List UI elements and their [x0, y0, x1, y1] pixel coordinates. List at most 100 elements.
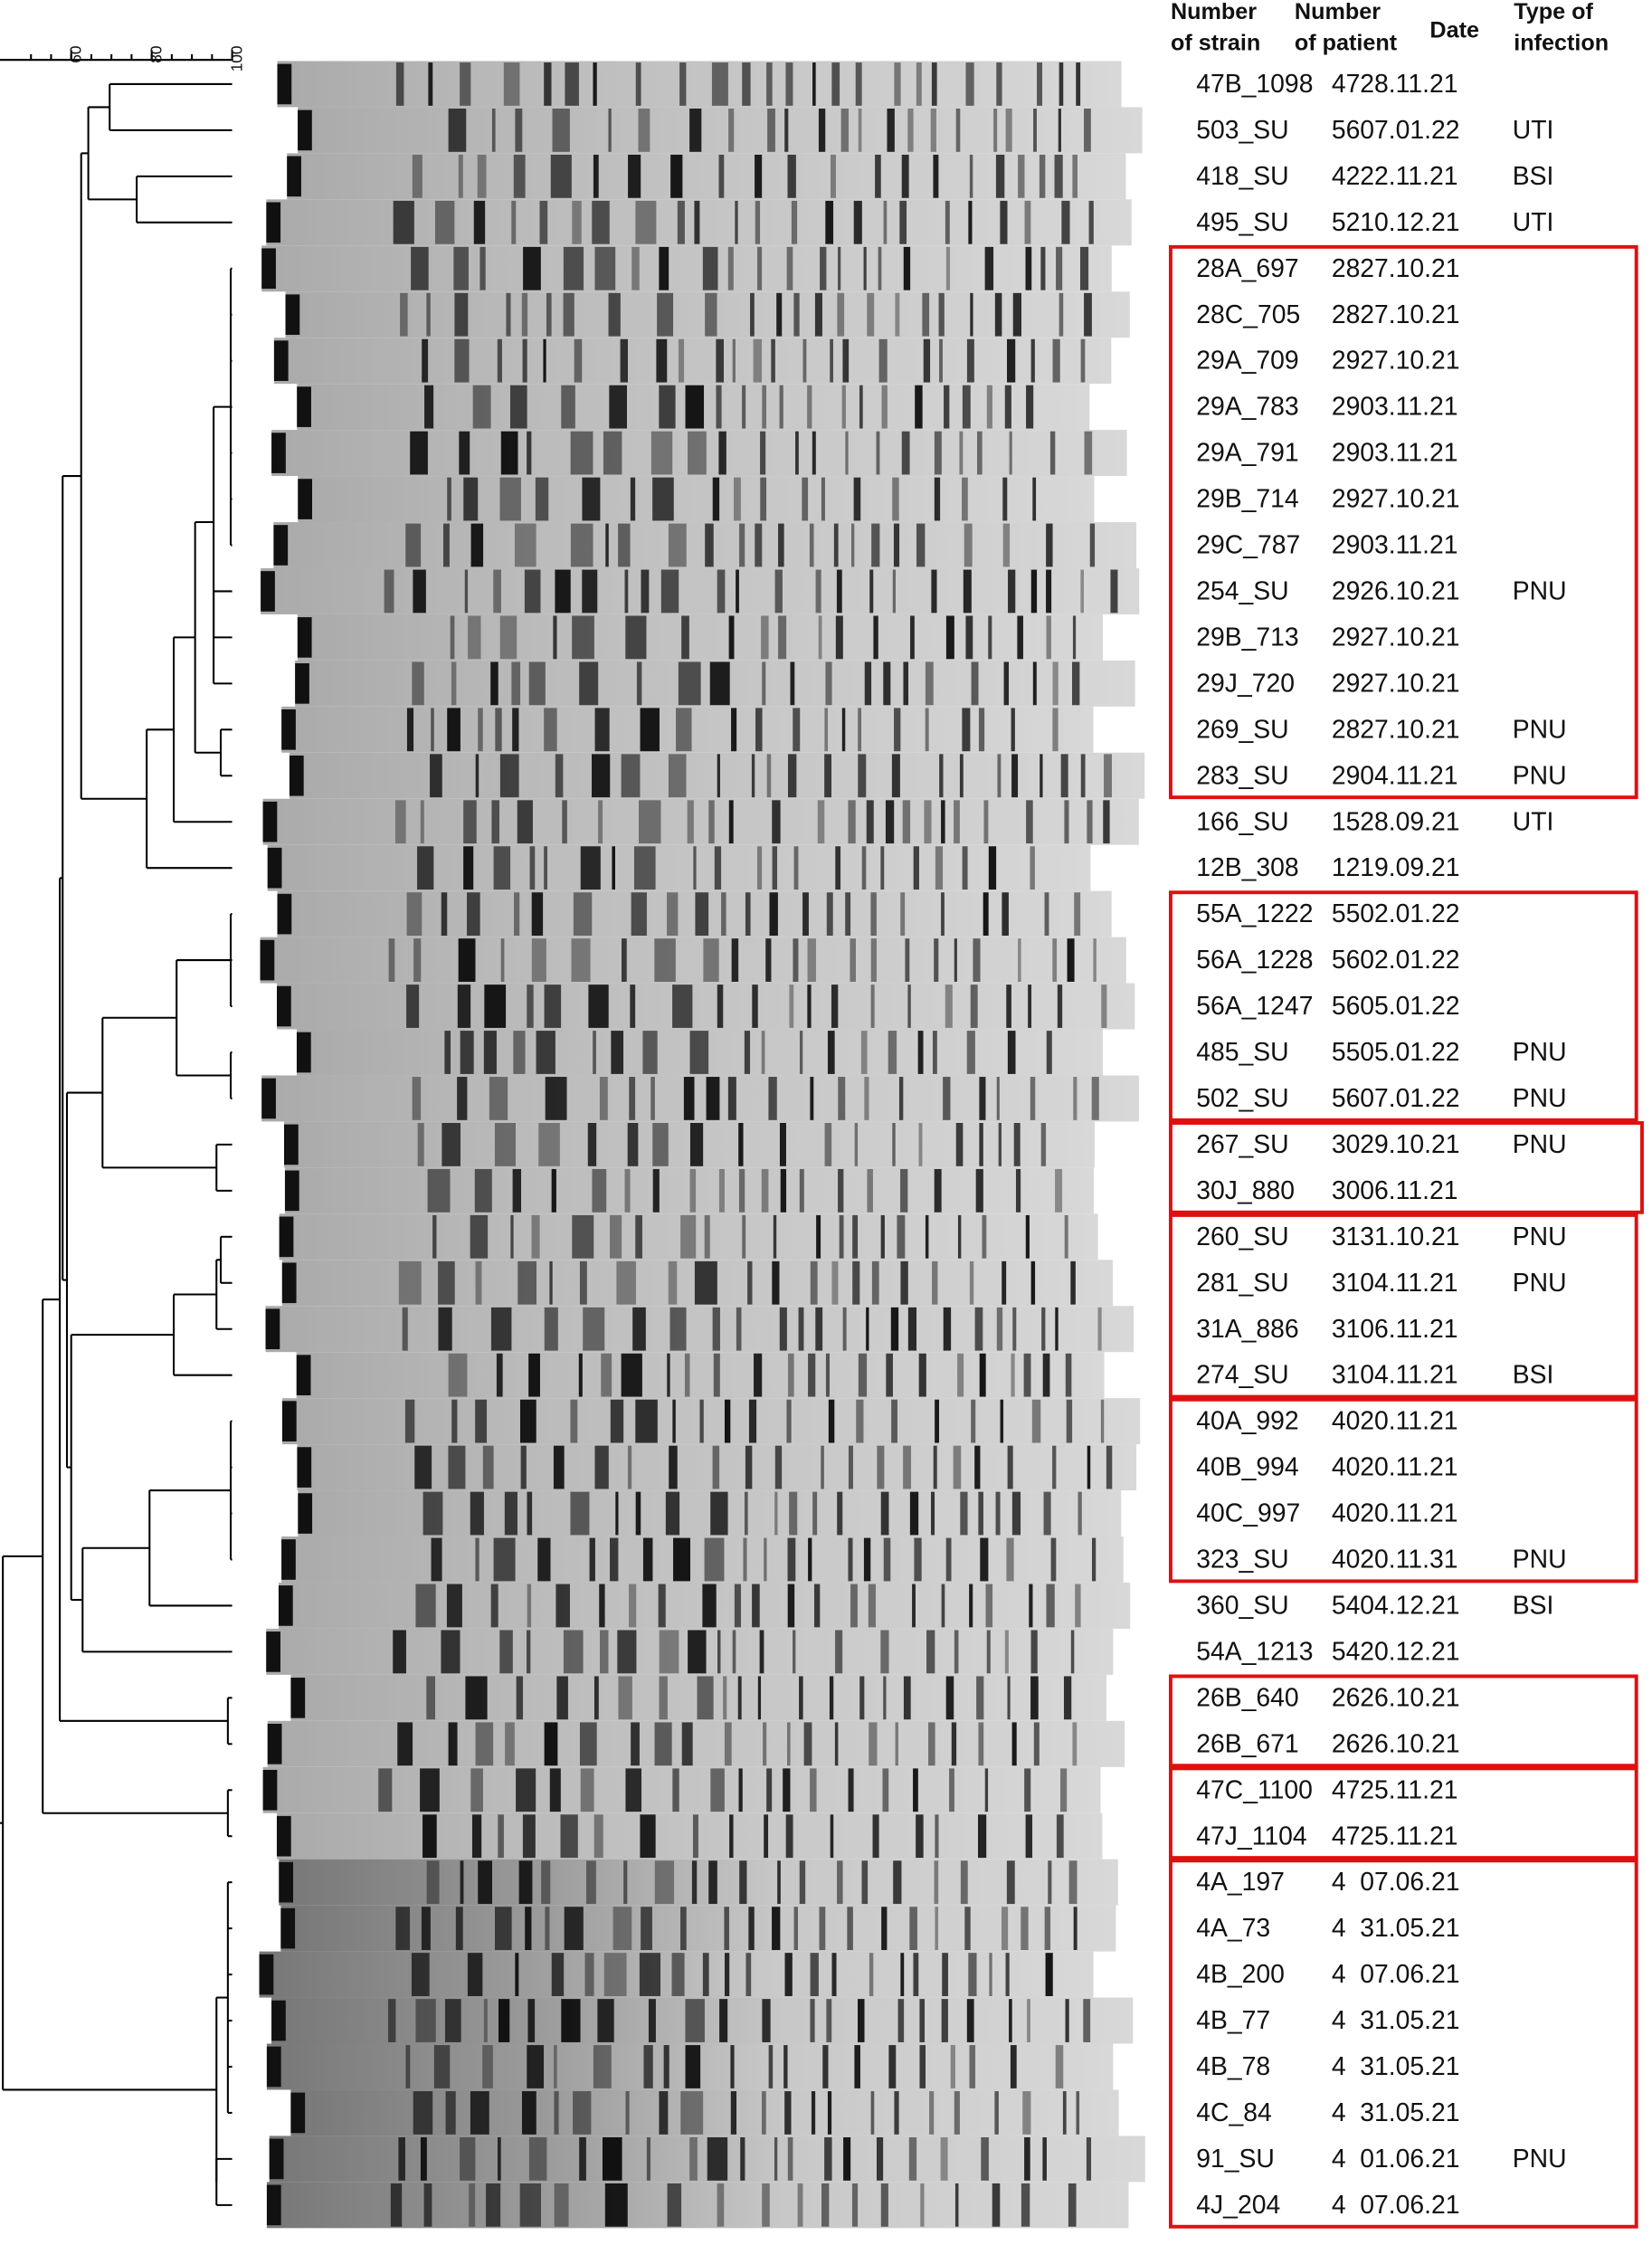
gel-band — [802, 338, 807, 383]
gel-lane — [262, 798, 1139, 845]
gel-band — [477, 154, 487, 198]
scale-tick-label: 100 — [227, 45, 245, 71]
gel-band — [378, 1768, 393, 1812]
gel-band — [985, 1584, 993, 1628]
gel-band — [608, 292, 621, 337]
gel-band — [784, 1953, 793, 1996]
strain-table: Number of strain Number of patient Date Type … — [67, 0, 1609, 2220]
gel-band — [1083, 1999, 1091, 2042]
gel-band — [475, 754, 479, 798]
table-cell: 269_SU — [1196, 715, 1288, 744]
column-header: Number — [1295, 0, 1381, 24]
gel-band — [1000, 200, 1008, 244]
gel-band — [837, 1491, 843, 1536]
gel-band — [916, 523, 926, 567]
table-cell: PNU — [1513, 1222, 1567, 1251]
gel-band — [837, 1860, 843, 1905]
gel-band — [954, 2183, 959, 2227]
gel-band — [1030, 569, 1038, 614]
gel-band — [969, 2045, 976, 2088]
gel-band — [514, 523, 536, 567]
lane-well — [281, 1539, 296, 1580]
table-cell: 91_SU — [1196, 2145, 1275, 2174]
table-cell: 4 — [1332, 2098, 1346, 2127]
gel-band — [629, 1077, 636, 1120]
gel-band — [680, 1907, 687, 1951]
gel-band — [949, 1768, 954, 1812]
table-cell: BSI — [1513, 1361, 1554, 1390]
table-cell: 05.01.22 — [1360, 992, 1459, 1021]
lane-well — [262, 801, 278, 842]
gel-band — [860, 1031, 868, 1074]
gel-band — [1087, 1445, 1091, 1489]
gel-band — [838, 1168, 844, 1213]
gel-band — [468, 615, 481, 660]
gel-band — [853, 200, 862, 244]
gel-band — [411, 1953, 430, 1996]
gel-band — [454, 292, 469, 337]
table-cell: 166_SU — [1196, 807, 1288, 836]
gel-band — [413, 2091, 433, 2135]
gel-band — [959, 431, 964, 475]
table-cell: 29 — [1332, 531, 1361, 560]
gel-band — [978, 1722, 984, 1766]
gel-band — [1063, 1676, 1072, 1720]
gel-band — [659, 246, 669, 290]
gel-band — [423, 2183, 432, 2227]
gel-band — [955, 109, 961, 152]
gel-band — [935, 1907, 938, 1951]
gel-band — [599, 1584, 605, 1628]
gel-band — [610, 1214, 622, 1259]
gel-band — [847, 1907, 853, 1951]
gel-band — [718, 154, 725, 198]
gel-band — [588, 985, 609, 1028]
gel-band — [945, 246, 951, 290]
gel-lane — [279, 1213, 1098, 1260]
gel-band — [773, 1214, 777, 1259]
gel-band — [755, 200, 761, 244]
table-cell: 47J_1104 — [1196, 1822, 1306, 1850]
gel-band — [827, 2091, 832, 2135]
gel-band — [1062, 2091, 1067, 2135]
lane-well — [277, 985, 291, 1027]
gel-band — [929, 2091, 935, 2135]
gel-band — [441, 1630, 460, 1674]
gel-band — [933, 1445, 937, 1489]
gel-band — [594, 708, 610, 752]
gel-band — [1028, 985, 1032, 1028]
gel-band — [943, 1307, 952, 1351]
gel-band — [787, 1537, 796, 1582]
table-cell: 47B_1098 — [1196, 70, 1313, 99]
gel-band — [809, 523, 814, 567]
gel-band — [705, 292, 717, 337]
gel-band — [635, 62, 641, 106]
gel-band — [883, 1676, 887, 1720]
gel-band — [1041, 1307, 1046, 1351]
gel-band — [668, 1260, 678, 1305]
gel-band — [498, 1814, 504, 1859]
gel-band — [835, 615, 843, 660]
gel-band — [527, 1630, 531, 1674]
gel-band — [612, 846, 615, 890]
gel-lane — [281, 706, 1094, 753]
gel-band — [762, 661, 766, 706]
table-cell: 20.11.31 — [1360, 1546, 1457, 1574]
gel-lane — [280, 1905, 1116, 1952]
table-cell: 4 — [1332, 1960, 1346, 1989]
gel-band — [788, 754, 797, 798]
gel-band — [870, 985, 875, 1028]
gel-band — [708, 800, 715, 844]
gel-band — [1001, 1907, 1009, 1951]
gel-band — [560, 1814, 578, 1859]
gel-band — [807, 985, 812, 1028]
gel-band — [994, 292, 1002, 337]
gel-band — [528, 1353, 540, 1397]
gel-band — [459, 431, 470, 475]
table-cell: 22.11.21 — [1360, 162, 1457, 191]
gel-band — [1065, 1353, 1072, 1397]
gel-band — [772, 846, 778, 890]
gel-band — [728, 800, 734, 844]
cluster-boxes — [1168, 244, 1644, 2229]
gel-band — [898, 1077, 904, 1120]
gel-band — [791, 200, 798, 244]
